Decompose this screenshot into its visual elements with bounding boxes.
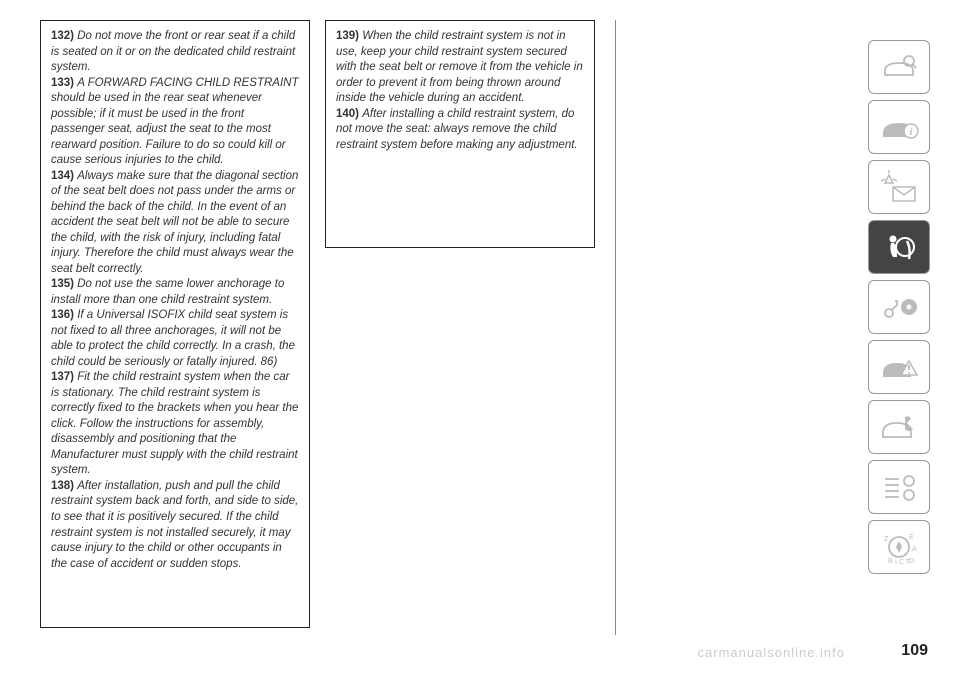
- warning-number: 134): [51, 170, 77, 182]
- watermark-text: carmanualsonline.info: [698, 645, 845, 660]
- warning-number: 139): [336, 30, 362, 42]
- list-gears-icon[interactable]: [868, 460, 930, 514]
- content-area: 132) Do not move the front or rear seat …: [40, 20, 595, 650]
- svg-text:i: i: [910, 127, 913, 138]
- warning-paragraph: 134) Always make sure that the diagonal …: [51, 169, 299, 278]
- warning-text: After installation, push and pull the ch…: [51, 480, 298, 570]
- car-wrench-icon[interactable]: [868, 400, 930, 454]
- warning-paragraph: 133) A FORWARD FACING CHILD RESTRAINT sh…: [51, 76, 299, 169]
- warning-number: 138): [51, 480, 77, 492]
- warning-number: 135): [51, 278, 77, 290]
- warning-text: Always make sure that the diagonal secti…: [51, 170, 298, 275]
- svg-text:E: E: [909, 534, 914, 541]
- warning-paragraph: 136) If a Universal ISOFIX child seat sy…: [51, 308, 299, 370]
- page-number: 109: [901, 642, 928, 660]
- warning-text: Do not use the same lower anchorage to i…: [51, 278, 284, 306]
- light-mail-icon[interactable]: [868, 160, 930, 214]
- text-column-2: 139) When the child restraint system is …: [325, 20, 595, 248]
- warning-paragraph: 137) Fit the child restraint system when…: [51, 370, 299, 479]
- warning-number: 133): [51, 77, 77, 89]
- svg-text:I C T: I C T: [895, 559, 911, 565]
- warning-number: 132): [51, 30, 77, 42]
- warning-paragraph: 140) After installing a child restraint …: [336, 107, 584, 154]
- car-search-icon[interactable]: [868, 40, 930, 94]
- compass-icon[interactable]: BDEZAI C T: [868, 520, 930, 574]
- airbag-icon[interactable]: [868, 220, 930, 274]
- warning-paragraph: 139) When the child restraint system is …: [336, 29, 584, 107]
- warning-text: Fit the child restraint system when the …: [51, 371, 298, 476]
- car-info-icon[interactable]: i: [868, 100, 930, 154]
- svg-text:Z: Z: [884, 536, 889, 543]
- warning-paragraph: 138) After installation, push and pull t…: [51, 479, 299, 572]
- warning-number: 137): [51, 371, 77, 383]
- warning-number: 136): [51, 309, 77, 321]
- text-column-1: 132) Do not move the front or rear seat …: [40, 20, 310, 628]
- svg-text:B: B: [888, 558, 893, 565]
- section-nav-sidebar: iBDEZAI C T: [868, 40, 930, 574]
- warning-text: When the child restraint system is not i…: [336, 30, 583, 104]
- warning-text: If a Universal ISOFIX child seat system …: [51, 309, 295, 368]
- warning-text: After installing a child restraint syste…: [336, 108, 578, 151]
- warning-paragraph: 135) Do not use the same lower anchorage…: [51, 277, 299, 308]
- car-warning-icon[interactable]: [868, 340, 930, 394]
- warning-number: 140): [336, 108, 362, 120]
- key-wheel-icon[interactable]: [868, 280, 930, 334]
- warning-text: Do not move the front or rear seat if a …: [51, 30, 295, 73]
- warning-paragraph: 132) Do not move the front or rear seat …: [51, 29, 299, 76]
- warning-text: A FORWARD FACING CHILD RESTRAINT should …: [51, 77, 299, 167]
- svg-text:A: A: [912, 546, 917, 553]
- column-divider: [615, 20, 616, 635]
